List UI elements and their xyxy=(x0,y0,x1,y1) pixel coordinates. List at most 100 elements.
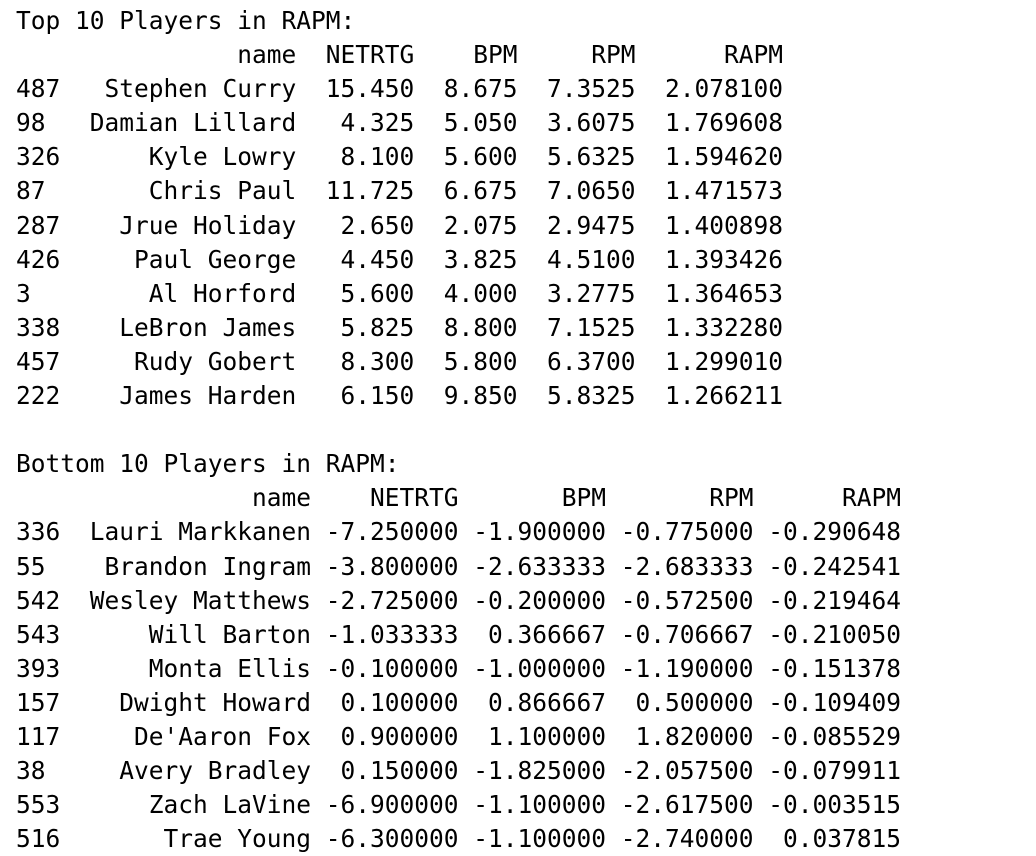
bpm-value: 0.866667 xyxy=(488,687,607,717)
row-index: 393 xyxy=(16,653,61,683)
column-header-name: name xyxy=(237,40,297,70)
player-name: Zach LaVine xyxy=(148,790,312,820)
netrtg-value: 15.450 xyxy=(325,74,415,104)
netrtg-value: 11.725 xyxy=(325,176,415,206)
player-name: Stephen Curry xyxy=(104,74,297,104)
rapm-value: 1.769608 xyxy=(665,108,784,138)
rpm-value: -2.740000 xyxy=(620,824,754,854)
row-index: 87 xyxy=(16,176,46,206)
column-header-rpm: RPM xyxy=(709,483,754,513)
rapm-value: -0.003515 xyxy=(768,790,902,820)
bottom-header-row: name NETRTG BPM RPM RAPM xyxy=(16,481,901,515)
player-name: Dwight Howard xyxy=(119,687,312,717)
rapm-value: 1.299010 xyxy=(665,346,784,376)
netrtg-value: -2.725000 xyxy=(325,585,459,615)
row-index: 542 xyxy=(16,585,61,615)
player-name: Brandon Ingram xyxy=(104,551,312,581)
rpm-value: -0.775000 xyxy=(620,517,754,547)
bpm-value: 1.100000 xyxy=(488,721,607,751)
table-row: 117 De'Aaron Fox 0.900000 1.100000 1.820000-… xyxy=(16,720,901,754)
bpm-value: 9.850 xyxy=(443,381,518,411)
player-name: LeBron James xyxy=(119,312,297,342)
column-header-bpm: BPM xyxy=(473,40,518,70)
bpm-value: 5.050 xyxy=(443,108,518,138)
table-row: 426 Paul George 4.450 3.825 4.5100 1.393426 xyxy=(16,243,783,277)
bpm-value: 2.075 xyxy=(443,210,518,240)
column-header-netrtg: NETRTG xyxy=(370,483,459,513)
bpm-value: -2.633333 xyxy=(473,551,607,581)
player-name: Trae Young xyxy=(163,824,312,854)
player-name: Chris Paul xyxy=(148,176,297,206)
row-index: 287 xyxy=(16,210,61,240)
rpm-value: 3.6075 xyxy=(547,108,636,138)
netrtg-value: -6.900000 xyxy=(325,790,459,820)
rapm-value: -0.219464 xyxy=(768,585,902,615)
netrtg-value: -1.033333 xyxy=(325,619,459,649)
row-index: 157 xyxy=(16,687,61,717)
table-row: 157 Dwight Howard 0.100000 0.866667 0.500000… xyxy=(16,686,901,720)
rapm-value: -0.290648 xyxy=(768,517,902,547)
player-name: Al Horford xyxy=(148,278,297,308)
player-name: Will Barton xyxy=(148,619,312,649)
rpm-value: -2.617500 xyxy=(620,790,754,820)
netrtg-value: 8.300 xyxy=(340,346,415,376)
rapm-value: -0.079911 xyxy=(768,756,902,786)
netrtg-value: 6.150 xyxy=(340,381,415,411)
player-name: Wesley Matthews xyxy=(89,585,312,615)
bpm-value: 6.675 xyxy=(443,176,518,206)
rpm-value: 0.500000 xyxy=(635,687,754,717)
rapm-value: -0.210050 xyxy=(768,619,902,649)
column-header-bpm: BPM xyxy=(561,483,607,513)
top-title: Top 10 Players in RAPM: xyxy=(16,6,356,35)
rapm-value: 0.037815 xyxy=(783,824,902,854)
player-name: Kyle Lowry xyxy=(148,142,297,172)
column-header-name: name xyxy=(252,483,312,513)
table-row: 457 Rudy Gobert 8.300 5.800 6.3700 1.299010 xyxy=(16,345,783,379)
netrtg-value: 0.150000 xyxy=(340,756,459,786)
row-index: 516 xyxy=(16,824,61,854)
row-index: 338 xyxy=(16,312,61,342)
player-name: Lauri Markkanen xyxy=(89,517,312,547)
row-index: 553 xyxy=(16,790,61,820)
table-row: 487 Stephen Curry 15.450 8.675 7.3525 2.07810… xyxy=(16,72,783,106)
table-row: 98 Damian Lillard 4.325 5.050 3.6075 1.769608 xyxy=(16,106,783,140)
row-index: 487 xyxy=(16,74,61,104)
rpm-value: -2.057500 xyxy=(620,756,754,786)
row-index: 336 xyxy=(16,517,61,547)
table-row: 55 Brandon Ingram -3.800000 -2.633333 -2.683… xyxy=(16,550,901,584)
netrtg-value: -0.100000 xyxy=(325,653,459,683)
row-index: 98 xyxy=(16,108,46,138)
netrtg-value: 4.450 xyxy=(340,244,415,274)
player-name: Rudy Gobert xyxy=(134,346,297,376)
table-row: 222 James Harden 6.150 9.850 5.8325 1.266211 xyxy=(16,379,783,413)
table-row: 553 Zach LaVine -6.900000 -1.100000 -2.61750… xyxy=(16,788,901,822)
rpm-value: 5.8325 xyxy=(547,381,636,411)
player-name: Damian Lillard xyxy=(89,108,297,138)
rpm-value: -0.572500 xyxy=(620,585,754,615)
rpm-value: 7.1525 xyxy=(547,312,636,342)
rapm-value: 1.364653 xyxy=(665,278,784,308)
rapm-value: 1.332280 xyxy=(665,312,784,342)
rapm-value: 1.400898 xyxy=(665,210,784,240)
row-index: 326 xyxy=(16,142,61,172)
player-name: Monta Ellis xyxy=(148,653,312,683)
row-index: 543 xyxy=(16,619,61,649)
column-header-rapm: RAPM xyxy=(842,483,902,513)
table-row: 542 Wesley Matthews -2.725000 -0.200000 -0.5… xyxy=(16,584,901,618)
rpm-value: 3.2775 xyxy=(547,278,636,308)
console-output: Top 10 Players in RAPM: name NETRTG BPM … xyxy=(16,4,901,856)
index-header xyxy=(16,38,60,72)
table-row: 287 Jrue Holiday 2.650 2.075 2.9475 1.400898 xyxy=(16,209,783,243)
bpm-value: 5.600 xyxy=(443,142,518,172)
bpm-value: 8.675 xyxy=(443,74,518,104)
netrtg-value: 0.900000 xyxy=(340,721,459,751)
rpm-value: -1.190000 xyxy=(620,653,754,683)
bpm-value: 8.800 xyxy=(443,312,518,342)
rpm-value: -2.683333 xyxy=(620,551,754,581)
rpm-value: 4.5100 xyxy=(547,244,636,274)
table-row: 3 Al Horford 5.600 4.000 3.2775 1.364653 xyxy=(16,277,783,311)
table-row: 393 Monta Ellis -0.100000 -1.000000 -1.19000… xyxy=(16,652,901,686)
top-players-table: name NETRTG BPM RPM RAPM 487 Stephen Curr… xyxy=(16,38,783,413)
rpm-value: 7.0650 xyxy=(547,176,636,206)
rapm-value: -0.085529 xyxy=(768,721,902,751)
